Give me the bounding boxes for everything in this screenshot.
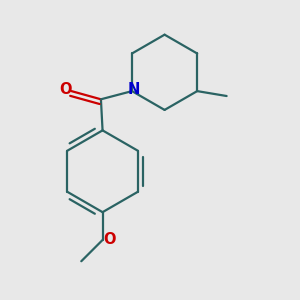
Text: O: O [59, 82, 72, 97]
Text: O: O [103, 232, 116, 247]
Text: N: N [127, 82, 140, 97]
